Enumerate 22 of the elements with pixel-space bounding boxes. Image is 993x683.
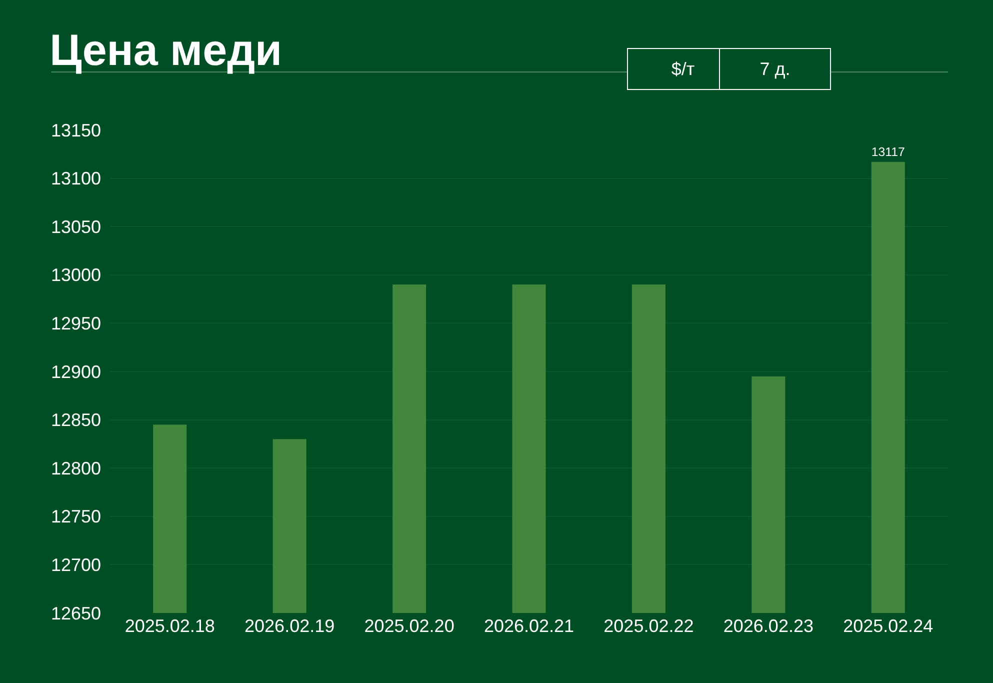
- y-tick-label: 13150: [50, 120, 101, 140]
- y-tick-label: 12650: [50, 603, 101, 624]
- text: $/т: [671, 59, 695, 79]
- x-tick-label: 2026.02.21: [484, 616, 574, 636]
- x-tick-label: 2025.02.24: [843, 616, 934, 636]
- y-tick-label: 13000: [50, 265, 101, 286]
- y-tick-label: 12900: [50, 362, 101, 382]
- x-tick-label: 2026.02.19: [244, 616, 335, 636]
- y-tick-label: 13100: [50, 168, 101, 189]
- x-tick-label: 2025.02.20: [364, 616, 454, 636]
- chart-title: Цена меди: [50, 26, 282, 75]
- y-tick-label: 12800: [50, 458, 101, 478]
- y-tick-label: 12850: [50, 410, 101, 430]
- x-tick-label: 2026.02.23: [723, 616, 814, 636]
- text: 7 д.: [760, 59, 790, 79]
- x-tick-label: 2025.02.18: [124, 616, 215, 636]
- y-tick-label: 12700: [50, 555, 101, 575]
- y-tick-label: 13050: [50, 216, 101, 237]
- data-label: 13117: [871, 145, 905, 160]
- x-tick-label: 2025.02.22: [604, 616, 694, 636]
- y-tick-label: 12750: [50, 506, 101, 527]
- y-tick-label: 12950: [50, 314, 101, 334]
